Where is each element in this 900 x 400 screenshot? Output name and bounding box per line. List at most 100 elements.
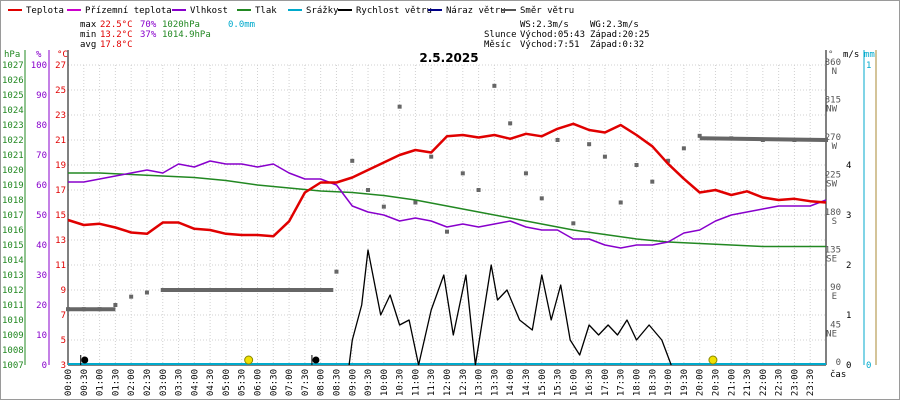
axis-name-rain: mm	[864, 50, 875, 60]
press-tick-7: 1020	[2, 166, 24, 176]
x-tick-45: 22:30	[775, 369, 785, 396]
x-tick-43: 21:30	[743, 369, 753, 396]
dir-tick-0: 360	[825, 58, 841, 68]
dir-tick-name-0: N	[832, 67, 837, 77]
x-tick-16: 08:00	[317, 369, 327, 396]
direction-point-27	[571, 221, 576, 226]
moonset-marker	[81, 356, 89, 364]
x-tick-40: 20:00	[696, 369, 706, 396]
info-moonset: Západ:0:32	[590, 40, 644, 50]
x-tick-29: 14:30	[522, 369, 532, 396]
x-tick-39: 19:30	[680, 369, 690, 396]
direction-point-31	[634, 163, 639, 167]
stat-min-label: min	[80, 30, 96, 40]
direction-point-19	[445, 229, 449, 234]
dir-tick-name-2: W	[832, 142, 838, 152]
press-tick-14: 1013	[2, 271, 24, 281]
dir-tick-8: 0	[836, 358, 841, 368]
direction-point-30	[618, 200, 623, 205]
press-tick-17: 1010	[2, 316, 24, 326]
direction-point-3	[113, 303, 118, 307]
press-tick-13: 1014	[2, 256, 24, 266]
x-tick-22: 11:00	[411, 369, 421, 396]
temp-tick-6: 15	[55, 211, 66, 221]
direction-point-22	[492, 83, 497, 88]
rain-tick-0: 1	[866, 61, 871, 71]
dir-tick-name-3: SW	[826, 180, 837, 190]
direction-point-26	[555, 138, 560, 142]
press-tick-8: 1019	[2, 181, 24, 191]
x-tick-47: 23:30	[806, 369, 816, 396]
series-temperature	[67, 122, 827, 238]
hum-tick-2: 80	[36, 121, 47, 131]
stat-max-temp: 22.5°C	[100, 20, 133, 30]
temp-tick-0: 27	[55, 61, 66, 71]
x-tick-30: 15:00	[538, 369, 548, 396]
x-tick-28: 14:00	[506, 369, 516, 396]
x-tick-21: 10:30	[396, 369, 406, 396]
direction-point-35	[697, 133, 702, 138]
x-tick-1: 00:30	[80, 369, 90, 396]
stat-max-press: 1020hPa	[162, 20, 200, 30]
x-tick-8: 04:00	[190, 369, 200, 396]
x-tick-36: 18:00	[633, 369, 643, 396]
x-tick-11: 05:30	[238, 369, 248, 396]
info-wg: WG:2.3m/s	[590, 20, 639, 30]
x-tick-46: 23:00	[790, 369, 800, 396]
stat-avg-temp: 17.8°C	[100, 40, 133, 50]
wind-tick-2: 2	[846, 261, 851, 271]
axis-name-humidity: %	[36, 50, 42, 60]
temp-tick-9: 9	[61, 286, 66, 296]
direction-point-23	[508, 121, 513, 126]
temp-tick-4: 19	[55, 161, 66, 171]
legend-label-4: Srážky	[306, 6, 339, 16]
x-tick-27: 13:30	[490, 369, 500, 396]
direction-point-29	[602, 154, 607, 159]
press-tick-5: 1022	[2, 136, 24, 146]
temp-tick-8: 11	[55, 261, 66, 271]
press-tick-2: 1025	[2, 91, 24, 101]
temp-tick-2: 23	[55, 111, 66, 121]
dir-tick-5: 135	[825, 246, 841, 256]
press-tick-19: 1008	[2, 346, 24, 356]
x-tick-18: 09:00	[348, 369, 358, 396]
stat-max-hum: 70%	[140, 20, 157, 30]
wind-tick-1: 3	[846, 211, 851, 221]
legend-label-5: Rychlost větru	[356, 6, 432, 16]
hum-tick-10: 0	[42, 361, 47, 371]
dir-tick-3: 225	[825, 171, 841, 181]
x-tick-31: 15:30	[554, 369, 564, 396]
direction-point-20	[460, 171, 465, 176]
axis-name-temp: °C	[57, 50, 68, 60]
press-tick-1: 1026	[2, 76, 24, 86]
stat-min-press: 1014.9hPa	[162, 30, 211, 40]
press-tick-4: 1023	[2, 121, 24, 131]
dir-tick-2: 270	[825, 133, 841, 143]
direction-point-15	[381, 204, 386, 209]
x-tick-38: 19:00	[664, 369, 674, 396]
press-tick-9: 1018	[2, 196, 24, 206]
press-tick-12: 1015	[2, 241, 24, 251]
series-humidity	[68, 160, 827, 249]
axis-name-wind: m/s	[843, 50, 859, 60]
hum-tick-4: 60	[36, 181, 47, 191]
x-tick-4: 02:00	[127, 369, 137, 396]
x-tick-6: 03:00	[159, 369, 169, 396]
moonrise-marker	[312, 356, 320, 364]
dir-tick-name-7: NE	[826, 330, 837, 340]
dir-tick-name-4: S	[832, 217, 837, 227]
direction-point-6	[160, 288, 165, 292]
stat-min-hum: 37%	[140, 30, 157, 40]
x-axis-label: čas	[830, 369, 846, 380]
hum-tick-8: 20	[36, 301, 47, 311]
direction-point-4	[129, 294, 134, 299]
direction-point-21	[476, 188, 481, 192]
x-tick-44: 22:00	[759, 369, 769, 396]
x-tick-32: 16:00	[569, 369, 579, 396]
x-tick-10: 05:00	[222, 369, 232, 396]
x-tick-19: 09:30	[364, 369, 374, 396]
hum-tick-1: 90	[36, 91, 47, 101]
stat-min-temp: 13.2°C	[100, 30, 133, 40]
x-tick-37: 18:30	[648, 369, 658, 396]
